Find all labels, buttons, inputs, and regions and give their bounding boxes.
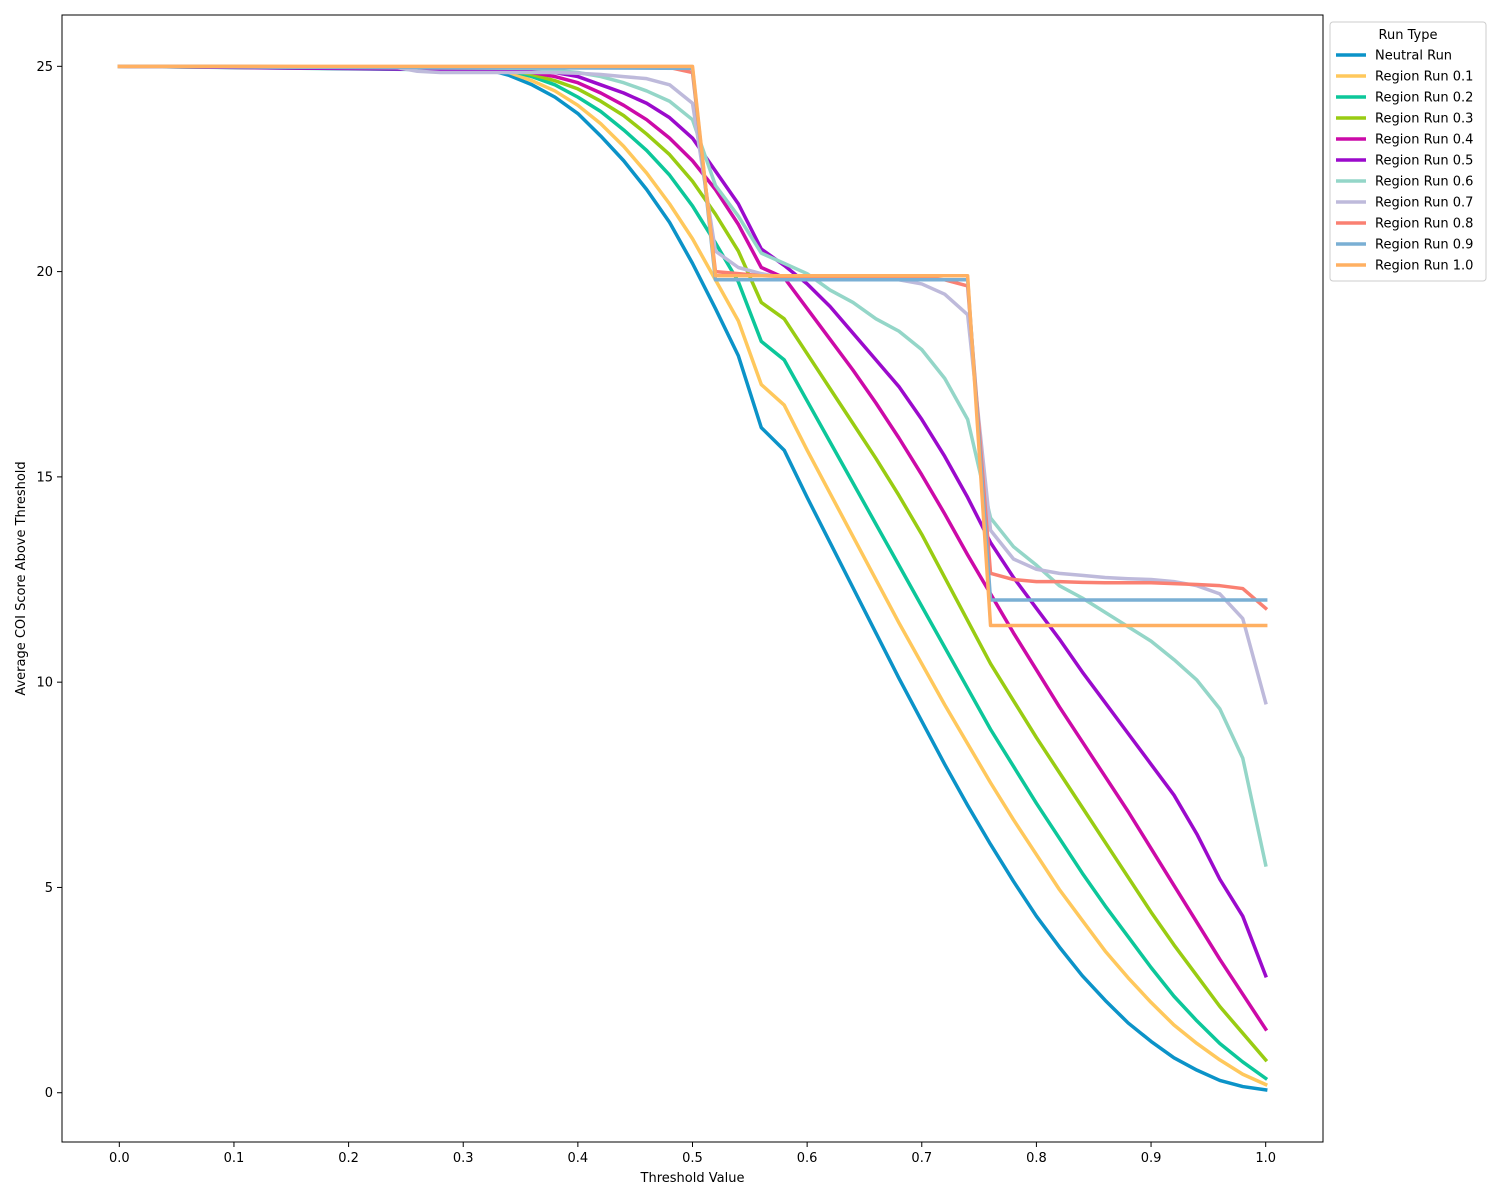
series-line-region-run-0-8 — [117, 64, 1269, 611]
legend-label: Region Run 0.5 — [1375, 154, 1473, 169]
y-axis: 0 5 10 15 20 25 — [36, 60, 62, 1101]
x-axis-title: Threshold Value — [640, 1171, 745, 1186]
series-line-region-run-0-2 — [117, 64, 1269, 1081]
legend-item: Region Run 0.1 — [1336, 70, 1473, 85]
legend: Run Type Neutral Run Region Run 0.1 Region… — [1329, 21, 1487, 282]
legend-item: Region Run 0.7 — [1336, 196, 1473, 211]
legend-label: Region Run 0.7 — [1375, 196, 1473, 211]
legend-label: Region Run 0.1 — [1375, 70, 1473, 85]
legend-item: Region Run 0.9 — [1336, 238, 1473, 253]
x-tick-label: 0.4 — [568, 1151, 589, 1166]
y-axis-title: Average COI Score Above Threshold — [14, 461, 29, 695]
series-line-region-run-0-5 — [117, 64, 1268, 978]
x-tick-label: 1.0 — [1255, 1151, 1276, 1166]
series-line-region-run-0-4 — [117, 64, 1269, 1032]
y-tick-label: 5 — [45, 881, 53, 896]
y-tick-label: 15 — [36, 470, 53, 485]
legend-item: Neutral Run — [1336, 49, 1452, 64]
x-tick-label: 0.6 — [797, 1151, 818, 1166]
y-tick-label: 25 — [36, 60, 53, 75]
x-tick-label: 0.0 — [109, 1151, 130, 1166]
legend-item: Region Run 0.4 — [1336, 133, 1473, 148]
series-layer — [117, 64, 1269, 1092]
legend-title: Run Type — [1379, 28, 1438, 43]
series-line-region-run-0-6 — [117, 64, 1268, 867]
series-line-neutral-run — [117, 64, 1268, 1092]
series-line-region-run-0-3 — [117, 64, 1269, 1063]
x-tick-label: 0.9 — [1141, 1151, 1162, 1166]
x-tick-label: 0.5 — [682, 1151, 703, 1166]
y-tick-label: 20 — [36, 265, 53, 280]
legend-label: Region Run 0.3 — [1375, 112, 1473, 127]
y-tick-label: 0 — [45, 1086, 53, 1101]
x-axis: 0.0 0.1 0.2 0.3 0.4 0.5 0.6 0.7 0.8 0.9 1.0 — [109, 1142, 1276, 1166]
series-line-region-run-0-9 — [117, 64, 1268, 602]
legend-label: Region Run 0.4 — [1375, 133, 1473, 148]
legend-item: Region Run 0.5 — [1336, 154, 1473, 169]
legend-item: Region Run 1.0 — [1336, 259, 1473, 274]
legend-box — [1329, 21, 1487, 282]
legend-item: Region Run 0.8 — [1336, 217, 1473, 232]
x-tick-label: 0.7 — [911, 1151, 932, 1166]
x-tick-label: 0.2 — [338, 1151, 359, 1166]
series-line-region-run-0-1 — [117, 64, 1268, 1087]
x-tick-label: 0.8 — [1026, 1151, 1047, 1166]
legend-item: Region Run 0.6 — [1336, 175, 1473, 190]
legend-label: Region Run 0.8 — [1375, 217, 1473, 232]
legend-item: Region Run 0.2 — [1336, 91, 1473, 106]
legend-label: Region Run 0.9 — [1375, 238, 1473, 253]
legend-label: Region Run 0.2 — [1375, 91, 1473, 106]
x-tick-label: 0.1 — [224, 1151, 245, 1166]
legend-label: Region Run 1.0 — [1375, 259, 1473, 274]
legend-label: Region Run 0.6 — [1375, 175, 1473, 190]
legend-item: Region Run 0.3 — [1336, 112, 1473, 127]
y-tick-label: 10 — [36, 676, 53, 691]
x-tick-label: 0.3 — [453, 1151, 474, 1166]
legend-label: Neutral Run — [1375, 49, 1452, 64]
legend-items: Neutral Run Region Run 0.1 Region Run 0.2 R… — [1336, 49, 1473, 274]
series-line-region-run-1-0 — [117, 64, 1268, 628]
